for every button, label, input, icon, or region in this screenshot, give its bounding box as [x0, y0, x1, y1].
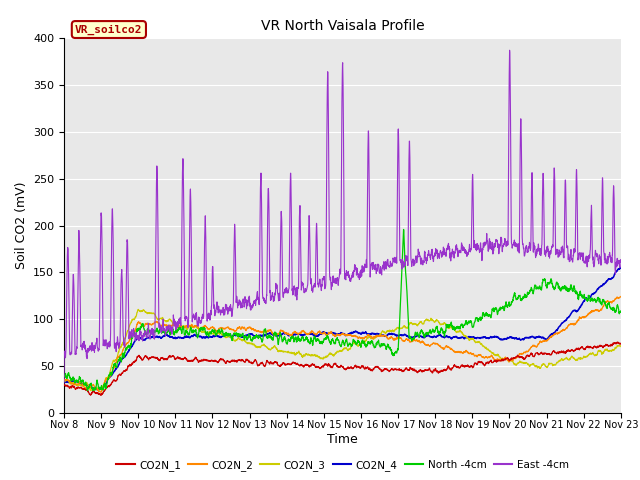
Title: VR North Vaisala Profile: VR North Vaisala Profile	[260, 19, 424, 33]
X-axis label: Time: Time	[327, 433, 358, 446]
Legend: CO2N_1, CO2N_2, CO2N_3, CO2N_4, North -4cm, East -4cm: CO2N_1, CO2N_2, CO2N_3, CO2N_4, North -4…	[112, 456, 573, 475]
Y-axis label: Soil CO2 (mV): Soil CO2 (mV)	[15, 182, 28, 269]
Text: VR_soilco2: VR_soilco2	[75, 24, 143, 35]
